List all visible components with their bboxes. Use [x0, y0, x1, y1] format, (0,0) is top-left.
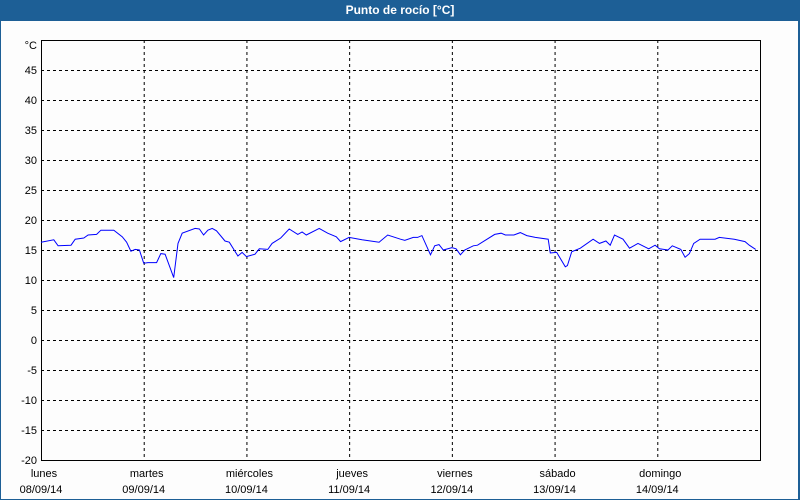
- chart-panel: -20 -15 -10 -5 0 5 10 15 20 25 30 35 40 45 °C lunes 08/0…: [1, 21, 798, 499]
- y-tick-label: 25: [25, 185, 37, 197]
- x-tick-day: viernes: [437, 468, 473, 480]
- y-tick-label: 10: [25, 275, 37, 287]
- y-tick-label: -20: [21, 455, 37, 467]
- x-tick-date: 13/09/14: [533, 484, 576, 496]
- y-tick-label: 45: [25, 65, 37, 77]
- window-title: Punto de rocío [°C]: [345, 3, 455, 17]
- y-tick-label: 40: [25, 95, 37, 107]
- x-tick-date: 10/09/14: [225, 484, 268, 496]
- dew-point-chart: -20 -15 -10 -5 0 5 10 15 20 25 30 35 40 45 °C lunes 08/0…: [20, 40, 761, 496]
- plot-frame: [41, 40, 761, 461]
- y-tick-label: -10: [21, 395, 37, 407]
- y-tick-label: 20: [25, 215, 37, 227]
- x-tick-date: 12/09/14: [430, 484, 473, 496]
- y-tick-label: 15: [25, 245, 37, 257]
- y-tick-label: 0: [31, 335, 37, 347]
- dew-point-series-line: [40, 227, 756, 278]
- x-tick-day: sábado: [540, 468, 576, 480]
- x-tick-date: 11/09/14: [328, 484, 370, 496]
- y-tick-label: -15: [21, 425, 37, 437]
- x-tick-date: 14/09/14: [636, 484, 679, 496]
- y-tick-label: 35: [25, 125, 37, 137]
- x-tick-day: domingo: [639, 468, 681, 480]
- x-tick-day: lunes: [31, 468, 58, 480]
- x-tick-day: miércoles: [226, 468, 274, 480]
- x-tick-day: martes: [130, 468, 164, 480]
- x-tick-day: jueves: [335, 468, 368, 480]
- y-tick-label: 5: [31, 305, 37, 317]
- x-tick-date: 09/09/14: [122, 484, 165, 496]
- x-tick-date: 08/09/14: [20, 484, 63, 496]
- y-tick-label: -5: [27, 365, 37, 377]
- y-tick-label: 30: [25, 155, 37, 167]
- y-axis-unit: °C: [25, 40, 37, 52]
